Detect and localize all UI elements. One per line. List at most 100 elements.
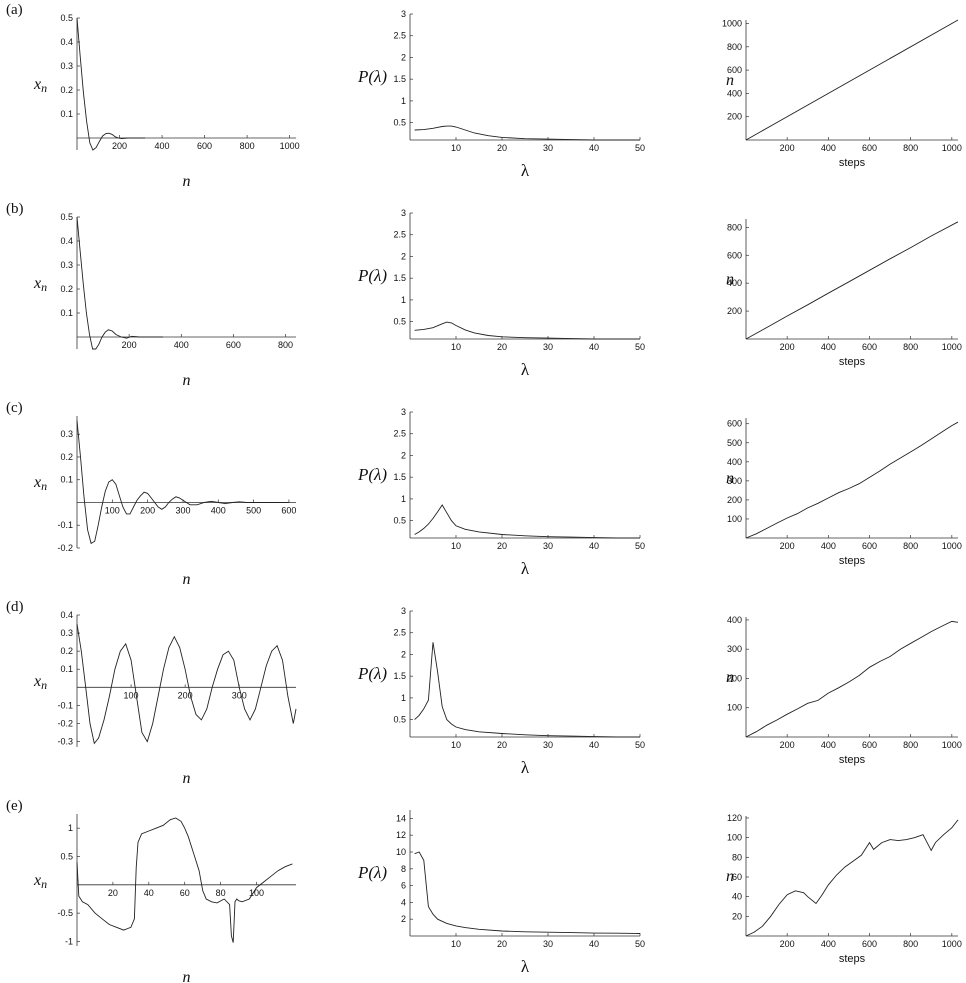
panel-2-1-ytick-label-4: 2.5: [393, 429, 406, 439]
panel-0-1-xlabel: λ: [521, 161, 530, 180]
panel-3-2-ytick-label-2: 300: [727, 644, 742, 654]
panel-2-2-ylabel: n: [726, 470, 734, 487]
row-label-d: (d): [6, 599, 24, 615]
panel-1-1-ytick-label-4: 2.5: [393, 230, 406, 240]
panel-1-2-xtick-label-4: 1000: [942, 342, 962, 352]
panel-4-2-xlabel: steps: [839, 953, 866, 965]
panel-1-2-ytick-label-0: 200: [727, 306, 742, 316]
panel-0-0-series-line: [76, 17, 145, 151]
panel-1-1-ytick-label-3: 2: [401, 251, 406, 261]
panel-2-2-xtick-label-2: 600: [862, 541, 877, 551]
panel-1-0-xtick-label-3: 800: [278, 340, 293, 350]
panel-2-0-xtick-label-3: 400: [211, 505, 226, 515]
panel-0-1-ytick-label-5: 3: [401, 9, 406, 19]
panel-4-2-ylabel: n: [726, 868, 734, 885]
panel-0-1-ytick-label-2: 1.5: [393, 74, 406, 84]
panel-1-0-ytick-label-1: 0.2: [60, 284, 73, 294]
panel-1-1: 10 20 30 40 50 0.5 1 1.5 2 2.5 3 λ P(λ): [357, 208, 645, 379]
panel-2-2-ytick-label-5: 600: [727, 419, 742, 429]
panel-3-1-ytick-label-1: 1: [401, 693, 406, 703]
panel-3-1-series-line: [414, 642, 640, 738]
panel-3-1-ytick-label-3: 2: [401, 649, 406, 659]
panel-2-2-ytick-label-3: 400: [727, 457, 742, 467]
panel-4-1-ytick-label-2: 6: [401, 881, 406, 891]
panel-4-0-xtick-label-1: 40: [144, 888, 154, 898]
panel-2-2-xtick-label-1: 400: [821, 541, 836, 551]
panel-0-2-xtick-label-4: 1000: [942, 143, 962, 153]
row-label-a: (a): [6, 2, 23, 18]
panel-3-0-ytick-label-5: 0.3: [60, 628, 73, 638]
panel-2-1-ytick-label-1: 1: [401, 494, 406, 504]
panel-0-2-ytick-label-1: 400: [727, 88, 742, 98]
panel-3-2-ytick-label-1: 200: [727, 673, 742, 683]
panel-3-1-ytick-label-0: 0.5: [393, 715, 406, 725]
panel-2-0-ytick-label-0: -0.2: [57, 543, 73, 553]
panel-3-0-ytick-label-4: 0.2: [60, 646, 73, 656]
panel-2-1-ytick-label-3: 2: [401, 450, 406, 460]
panel-4-0-ytick-label-3: 1: [68, 823, 73, 833]
panel-3-1-ytick-label-5: 3: [401, 606, 406, 616]
panel-0-2-xtick-label-2: 600: [862, 143, 877, 153]
panel-4-2-ytick-label-3: 80: [732, 852, 742, 862]
panel-2-0-ytick-label-3: 0.2: [60, 452, 73, 462]
panel-4-1-ytick-label-1: 4: [401, 897, 406, 907]
panel-2-0-xtick-label-5: 600: [281, 505, 296, 515]
panel-1-0-ytick-label-4: 0.5: [60, 212, 73, 222]
panel-4-2-xtick-label-2: 600: [862, 939, 877, 949]
panel-3-0-ytick-label-1: -0.2: [57, 718, 73, 728]
panel-4-0-xtick-label-2: 60: [180, 888, 190, 898]
panel-4-1-xtick-label-0: 10: [451, 939, 461, 949]
panel-4-2-xtick-label-1: 400: [821, 939, 836, 949]
panel-4-1-xtick-label-3: 40: [589, 939, 599, 949]
panel-4-0-ytick-label-2: 0.5: [60, 851, 73, 861]
panel-0-1-series-line: [414, 125, 640, 141]
panel-2-1-xlabel: λ: [521, 559, 530, 578]
panel-3-0-xtick-label-1: 200: [178, 690, 193, 700]
panel-1-2-xtick-label-2: 600: [862, 342, 877, 352]
panel-1-1-ytick-label-2: 1.5: [393, 273, 406, 283]
panel-2-2-series-line: [745, 421, 959, 539]
panel-0-2-xtick-label-1: 400: [821, 143, 836, 153]
panel-0-1-xtick-label-4: 50: [635, 143, 645, 153]
panel-4-2-ytick-label-1: 40: [732, 892, 742, 902]
panel-1-1-xtick-label-4: 50: [635, 342, 645, 352]
panel-2-1-ytick-label-2: 1.5: [393, 472, 406, 482]
panel-2-2-xtick-label-0: 200: [780, 541, 795, 551]
panel-4-1-ytick-label-3: 8: [401, 864, 406, 874]
panel-1-0-xlabel: n: [183, 372, 191, 389]
panel-1-1-xlabel: λ: [521, 360, 530, 379]
panel-3-2-ytick-label-0: 100: [727, 703, 742, 713]
panel-0-0-ytick-label-1: 0.2: [60, 85, 73, 95]
panel-0-1-xtick-label-0: 10: [451, 143, 461, 153]
panel-3-0-ytick-label-3: 0.1: [60, 664, 73, 674]
panel-1-0-series-line: [76, 216, 163, 350]
panel-3-0-ytick-label-2: -0.1: [57, 700, 73, 710]
panel-0-0-xtick-label-3: 800: [240, 141, 255, 151]
panel-2-0-ylabel: xn: [33, 474, 47, 493]
panel-0-0-xtick-label-0: 200: [112, 141, 127, 151]
panel-4-1: 10 20 30 40 50 2 4 6 8 10 12 14 λ P(λ): [357, 810, 645, 976]
panel-4-0-series-line: [76, 817, 293, 943]
panel-3-1-xtick-label-1: 20: [497, 740, 507, 750]
panel-0-0-ylabel-sub: n: [41, 81, 47, 95]
panel-2-1-ytick-label-5: 3: [401, 407, 406, 417]
panel-4-0-xtick-label-3: 80: [216, 888, 226, 898]
panel-1-2-ytick-label-2: 600: [727, 250, 742, 260]
panel-2-1-ytick-label-0: 0.5: [393, 516, 406, 526]
panel-3-1-xtick-label-4: 50: [635, 740, 645, 750]
panel-0-2-ytick-label-3: 800: [727, 42, 742, 52]
row-label-c: (c): [6, 400, 23, 416]
panel-4-0-ytick-label-0: -1: [65, 936, 73, 946]
panel-0-1-ylabel: P(λ): [357, 67, 387, 86]
panel-1-2-xlabel: steps: [839, 356, 866, 368]
panel-4-1-ytick-label-0: 2: [401, 914, 406, 924]
panel-3-0-ytick-label-0: -0.3: [57, 737, 73, 747]
panel-1-1-xtick-label-2: 30: [543, 342, 553, 352]
